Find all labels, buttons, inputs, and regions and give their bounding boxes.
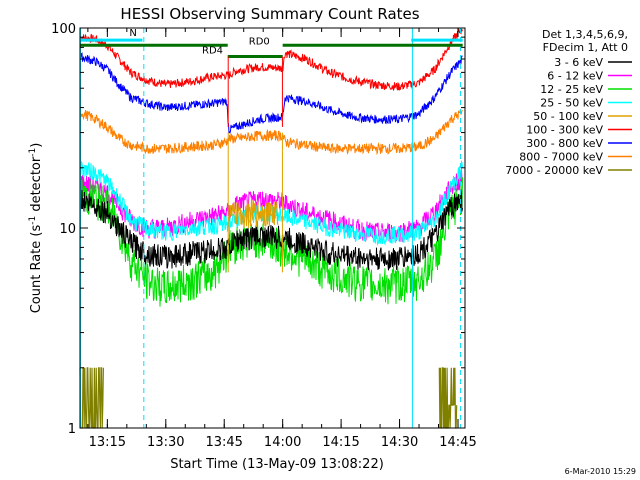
y-axis-label: Count Rate (s-1 detector-1) [28, 143, 44, 314]
series-layer [79, 28, 463, 429]
legend-header: FDecim 1, Att 0 [543, 41, 628, 54]
chart-title: HESSI Observing Summary Count Rates [120, 5, 419, 23]
footer-date: 6-Mar-2010 15:29 [565, 467, 636, 476]
series-line [79, 189, 463, 271]
y-tick-label: 10 [59, 222, 76, 237]
y-axis-label-pre: Count Rate (s [29, 225, 44, 314]
x-tick-label: 13:30 [147, 435, 184, 450]
series-line [79, 367, 104, 429]
legend: Det 1,3,4,5,6,9,FDecim 1, Att 0 3 - 6 keV… [505, 28, 632, 177]
x-tick-label: 14:45 [439, 435, 476, 450]
legend-label: 6 - 12 keV [547, 70, 603, 83]
series-line [79, 159, 463, 247]
legend-label: 800 - 7000 keV [519, 151, 603, 164]
y-axis-label-sup2: -1 [28, 148, 38, 157]
y-axis-label-post: ) [29, 143, 44, 148]
series-line [228, 199, 279, 229]
legend-label: 100 - 300 keV [526, 124, 603, 137]
legend-label: 7000 - 20000 keV [505, 164, 603, 177]
legend-header: Det 1,3,4,5,6,9, [542, 28, 628, 41]
flag-label: RD0 [249, 36, 270, 47]
y-axis-label-sup1: -1 [28, 216, 38, 225]
flag-label: RD4 [202, 46, 223, 57]
series-line [79, 28, 463, 91]
y-axis-label-mid: detector [29, 156, 44, 216]
legend-label: 3 - 6 keV [554, 56, 603, 69]
x-tick-label: 13:15 [89, 435, 126, 450]
legend-label: 12 - 25 keV [540, 83, 603, 96]
y-axis: 1 10 100 [51, 22, 465, 437]
flag-label: N [129, 28, 136, 39]
legend-label: 25 - 50 keV [540, 97, 603, 110]
x-axis-label: Start Time (13-May-09 13:08:22) [170, 457, 384, 472]
legend-label: 300 - 800 keV [526, 137, 603, 150]
x-tick-label: 14:30 [381, 435, 418, 450]
series-line [438, 367, 458, 429]
y-tick-label: 1 [68, 422, 76, 437]
legend-label: 50 - 100 keV [533, 110, 603, 123]
x-tick-label: 14:00 [264, 435, 301, 450]
x-tick-label: 13:45 [205, 435, 242, 450]
y-tick-label: 100 [51, 22, 76, 37]
series-line [79, 52, 463, 134]
plot-area: RD4 RD0 N [79, 27, 466, 429]
x-axis: 13:15 13:30 13:45 14:00 14:15 14:30 14:45 [87, 28, 477, 450]
x-tick-label: 14:15 [322, 435, 359, 450]
annotation-layer: RD4 RD0 N [79, 28, 463, 428]
